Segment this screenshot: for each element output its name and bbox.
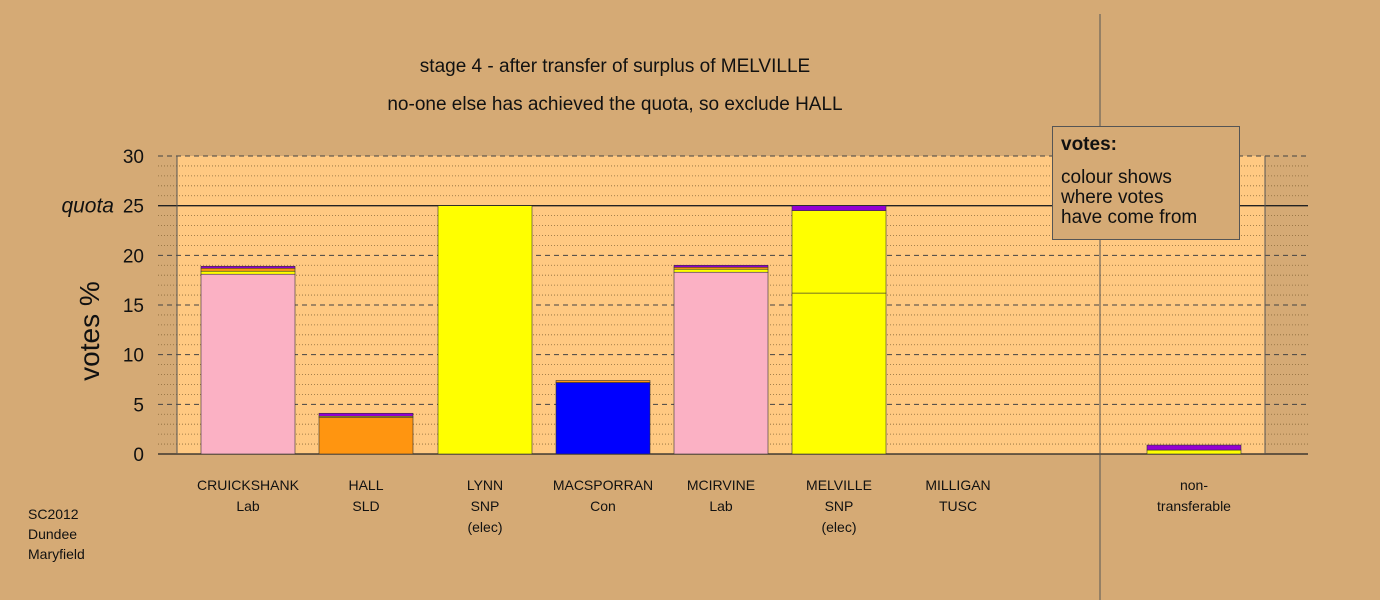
bar-segment bbox=[200, 273, 296, 455]
bar-segment bbox=[791, 210, 887, 294]
source-label: SC2012 bbox=[28, 506, 79, 522]
candidate-label: SNP bbox=[825, 498, 854, 514]
bar-segment bbox=[555, 382, 651, 455]
y-axis-label: votes % bbox=[74, 281, 105, 381]
candidate-label: MELVILLE bbox=[806, 477, 872, 493]
candidate-label: TUSC bbox=[939, 498, 977, 514]
bar-segment bbox=[791, 292, 887, 455]
candidate-label: transferable bbox=[1157, 498, 1231, 514]
legend-title: votes: bbox=[1061, 134, 1117, 155]
legend-line: where votes bbox=[1061, 187, 1164, 208]
bar-segment bbox=[200, 270, 296, 275]
y-tick-label: 0 bbox=[133, 445, 144, 466]
candidate-label: HALL bbox=[348, 477, 383, 493]
bar-segment bbox=[318, 416, 414, 455]
candidate-label: (elec) bbox=[821, 519, 856, 535]
candidate-label: CRUICKSHANK bbox=[197, 477, 300, 493]
quota-label: quota bbox=[61, 195, 114, 218]
y-tick-label: 15 bbox=[123, 296, 144, 317]
bar-segment bbox=[437, 205, 533, 455]
y-tick-label: 30 bbox=[123, 147, 144, 168]
candidate-label: SLD bbox=[352, 498, 379, 514]
candidate-label: Con bbox=[590, 498, 616, 514]
y-tick-label: 10 bbox=[123, 346, 144, 367]
bar-segment bbox=[673, 268, 769, 273]
candidate-label: Lab bbox=[236, 498, 260, 514]
candidate-label: (elec) bbox=[467, 519, 502, 535]
bar-segment bbox=[673, 264, 769, 268]
bar-segment bbox=[1146, 449, 1242, 455]
chart-title: stage 4 - after transfer of surplus of M… bbox=[420, 56, 810, 77]
y-tick-label: 5 bbox=[133, 395, 144, 416]
legend-line: have come from bbox=[1061, 207, 1198, 228]
source-label: Maryfield bbox=[28, 546, 85, 562]
candidate-label: MCIRVINE bbox=[687, 477, 755, 493]
bar-segment bbox=[200, 267, 296, 272]
candidate-label: MACSPORRAN bbox=[553, 477, 653, 493]
bar-segment bbox=[673, 271, 769, 455]
bar-segment bbox=[1146, 444, 1242, 451]
candidate-label: SNP bbox=[471, 498, 500, 514]
bar-segment bbox=[200, 265, 296, 269]
y-tick-label: 20 bbox=[123, 246, 144, 267]
candidate-label: LYNN bbox=[467, 477, 503, 493]
candidate-label: Lab bbox=[709, 498, 733, 514]
legend: votes: colour shows where votes have com… bbox=[1052, 126, 1240, 240]
bar-segment bbox=[318, 412, 414, 417]
candidate-label: non- bbox=[1180, 477, 1208, 493]
legend-line: colour shows bbox=[1061, 167, 1172, 188]
bar-segment bbox=[791, 205, 887, 211]
chart-subtitle: no-one else has achieved the quota, so e… bbox=[387, 94, 842, 115]
candidate-label: MILLIGAN bbox=[925, 477, 990, 493]
bar-segment bbox=[555, 380, 651, 383]
y-tick-label: 25 bbox=[123, 197, 144, 218]
source-label: Dundee bbox=[28, 526, 77, 542]
